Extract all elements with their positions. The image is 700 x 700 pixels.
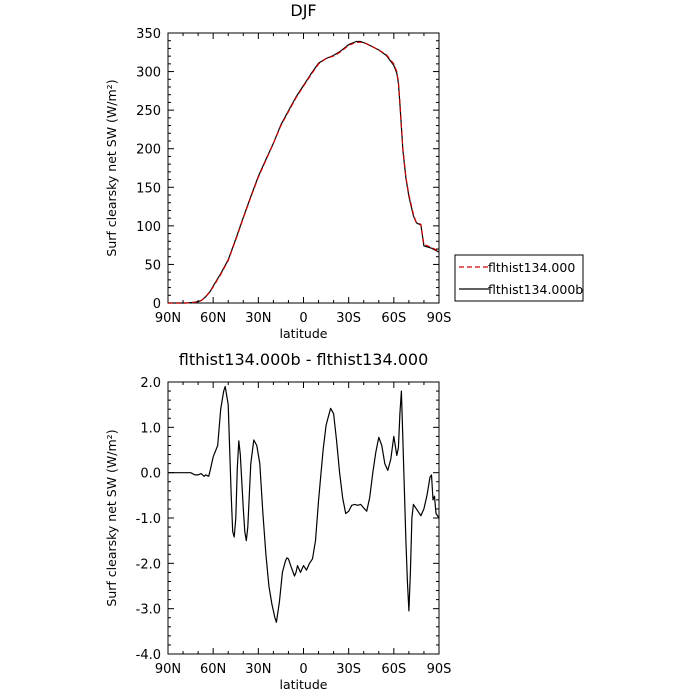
- bottom-y-tick-label: -3.0: [136, 603, 161, 618]
- top-y-tick-label: 0: [153, 297, 161, 312]
- top-x-tick-label: 30N: [245, 311, 271, 326]
- top-y-tick-label: 100: [136, 220, 161, 235]
- top-x-tick-label: 90N: [155, 311, 181, 326]
- top-y-tick-label: 200: [136, 143, 161, 158]
- top-x-tick-label: 60N: [200, 311, 226, 326]
- bottom-x-tick-label: 30N: [245, 662, 271, 677]
- top-chart-title: DJF: [290, 1, 316, 20]
- bottom-y-tick-label: -2.0: [136, 557, 161, 572]
- bottom-y-tick-label: -1.0: [136, 512, 161, 527]
- top-x-tick-label: 90S: [427, 311, 452, 326]
- bottom-x-tick-label: 90S: [427, 662, 452, 677]
- top-x-tick-label: 0: [299, 311, 307, 326]
- bottom-y-axis-label: Surf clearsky net SW (W/m²): [104, 429, 119, 606]
- legend-label: flthist134.000b: [488, 282, 583, 297]
- top-panel: DJF 90N 60N 30N 0 30S 60S 90S 0 50 100 150 200 250 300…: [104, 1, 584, 341]
- top-y-tick-label: 300: [136, 66, 161, 81]
- bottom-y-tick-label: 0.0: [140, 467, 161, 482]
- bottom-x-tick-label: 0: [299, 662, 307, 677]
- bottom-x-tick-label: 90N: [155, 662, 181, 677]
- bottom-x-tick-label: 60S: [381, 662, 406, 677]
- top-x-axis-label: latitude: [280, 326, 328, 341]
- top-series-line-flthist134.000: [168, 41, 440, 304]
- bottom-chart-title: flthist134.000b - flthist134.000: [179, 350, 429, 369]
- bottom-x-tick-label: 60N: [200, 662, 226, 677]
- top-y-tick-label: 350: [136, 27, 161, 42]
- legend-box: [454, 254, 584, 302]
- top-x-tick-label: 60S: [381, 311, 406, 326]
- bottom-x-tick-label: 30S: [336, 662, 361, 677]
- top-y-tick-label: 250: [136, 104, 161, 119]
- top-plot-frame: [167, 32, 440, 304]
- top-y-tick-label: 50: [144, 258, 161, 273]
- legend-label: flthist134.000: [488, 260, 575, 275]
- bottom-y-tick-label: -4.0: [136, 648, 161, 663]
- bottom-panel: flthist134.000b - flthist134.000 90N 60N 30…: [104, 350, 451, 692]
- bottom-plot-frame: [167, 381, 440, 655]
- bottom-y-tick-label: 1.0: [140, 421, 161, 436]
- top-y-axis-label: Surf clearsky net SW (W/m²): [104, 79, 119, 256]
- bottom-x-axis-label: latitude: [280, 677, 328, 692]
- top-series-line-flthist134.000b: [168, 40, 440, 304]
- top-legend: flthist134.000 flthist134.000b: [454, 254, 584, 302]
- bottom-y-tick-label: 2.0: [140, 376, 161, 391]
- top-x-tick-label: 30S: [336, 311, 361, 326]
- top-y-tick-label: 150: [136, 181, 161, 196]
- bottom-series-line-series-0: [168, 385, 440, 623]
